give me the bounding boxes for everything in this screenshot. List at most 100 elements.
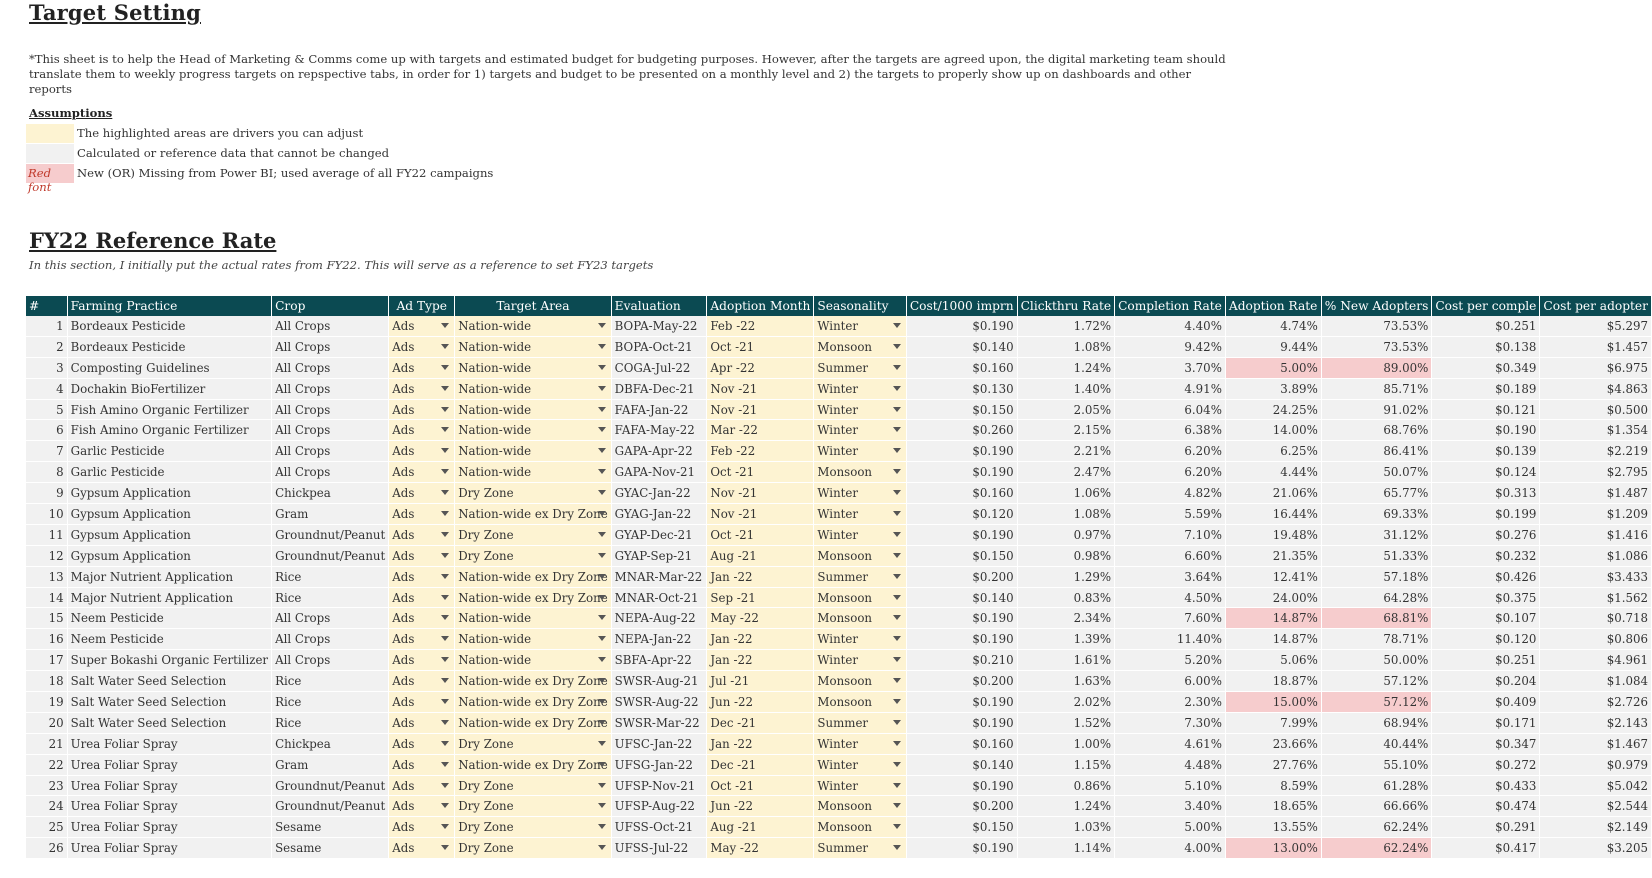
dropdown-arrow-icon[interactable]	[597, 615, 606, 621]
cell-cost-per-adopter[interactable]: $2.544	[1539, 795, 1652, 818]
cell-farming-practice[interactable]: Salt Water Seed Selection	[67, 691, 273, 713]
dropdown-arrow-icon[interactable]	[892, 845, 901, 851]
cell-completion-rate[interactable]: 7.10%	[1114, 524, 1226, 546]
cell-evaluation[interactable]: GYAG-Jan-22	[611, 503, 708, 525]
dropdown-arrow-icon[interactable]	[892, 719, 901, 725]
cell-adoption-rate[interactable]: 3.89%	[1225, 378, 1322, 400]
dropdown-arrow-icon[interactable]	[892, 552, 901, 558]
cell-cost-per-completion[interactable]: $0.139	[1431, 440, 1541, 463]
cell-clickthru-rate[interactable]: 1.14%	[1017, 837, 1116, 860]
cell-evaluation[interactable]: NEPA-Aug-22	[611, 607, 708, 630]
cell-cost-per-completion[interactable]: $0.189	[1431, 378, 1541, 400]
dropdown-arrow-icon[interactable]	[597, 761, 606, 767]
cell-crop[interactable]: All Crops	[271, 607, 390, 630]
cell-cost-per-completion[interactable]: $0.171	[1431, 712, 1541, 734]
cell-clickthru-rate[interactable]: 0.97%	[1017, 524, 1116, 546]
cell-adoption-month[interactable]: Sep -21	[706, 587, 815, 609]
cell-adoption-month[interactable]: Aug -21	[706, 816, 815, 839]
cell-cost-per-adopter[interactable]: $3.433	[1539, 566, 1652, 588]
cell-ad-type[interactable]: Ads	[388, 775, 456, 797]
cell-adoption-rate[interactable]: 8.59%	[1225, 775, 1322, 797]
cell-completion-rate[interactable]: 6.60%	[1114, 545, 1226, 567]
cell-clickthru-rate[interactable]: 1.06%	[1017, 482, 1116, 505]
header-evaluation[interactable]: Evaluation	[611, 296, 708, 316]
cell-new-adopters[interactable]: 57.12%	[1321, 670, 1433, 693]
cell-ad-type[interactable]: Ads	[388, 316, 456, 337]
cell-index[interactable]: 24	[26, 795, 68, 818]
cell-ad-type[interactable]: Ads	[388, 649, 456, 672]
cell-adoption-rate[interactable]: 23.66%	[1225, 733, 1322, 755]
cell-cost-per-adopter[interactable]: $0.806	[1539, 628, 1652, 651]
cell-index[interactable]: 23	[26, 775, 68, 797]
dropdown-arrow-icon[interactable]	[441, 594, 450, 600]
cell-target-area[interactable]: Nation-wide	[454, 419, 612, 442]
dropdown-arrow-icon[interactable]	[892, 573, 901, 579]
cell-adoption-rate[interactable]: 21.06%	[1225, 482, 1322, 505]
cell-cost-per-completion[interactable]: $0.199	[1431, 503, 1541, 525]
cell-adoption-month[interactable]: Oct -21	[706, 775, 815, 797]
cell-cost-per-1000[interactable]: $0.210	[906, 649, 1018, 672]
cell-seasonality[interactable]: Winter	[813, 524, 907, 546]
dropdown-arrow-icon[interactable]	[597, 469, 606, 475]
cell-seasonality[interactable]: Monsoon	[813, 795, 907, 818]
cell-cost-per-completion[interactable]: $0.417	[1431, 837, 1541, 860]
cell-target-area[interactable]: Dry Zone	[454, 524, 612, 546]
cell-cost-per-1000[interactable]: $0.190	[906, 461, 1018, 484]
cell-cost-per-completion[interactable]: $0.121	[1431, 399, 1541, 421]
cell-clickthru-rate[interactable]: 2.05%	[1017, 399, 1116, 421]
dropdown-arrow-icon[interactable]	[597, 364, 606, 370]
cell-ad-type[interactable]: Ads	[388, 795, 456, 818]
cell-evaluation[interactable]: UFSP-Nov-21	[611, 775, 708, 797]
dropdown-arrow-icon[interactable]	[892, 364, 901, 370]
cell-adoption-rate[interactable]: 4.74%	[1225, 316, 1322, 337]
cell-ad-type[interactable]: Ads	[388, 754, 456, 776]
cell-cost-per-completion[interactable]: $0.375	[1431, 587, 1541, 609]
cell-farming-practice[interactable]: Urea Foliar Spray	[67, 754, 273, 776]
cell-index[interactable]: 18	[26, 670, 68, 693]
cell-cost-per-1000[interactable]: $0.150	[906, 816, 1018, 839]
cell-completion-rate[interactable]: 3.64%	[1114, 566, 1226, 588]
cell-clickthru-rate[interactable]: 1.72%	[1017, 316, 1116, 337]
cell-adoption-month[interactable]: Mar -22	[706, 419, 815, 442]
cell-new-adopters[interactable]: 73.53%	[1321, 336, 1433, 358]
dropdown-arrow-icon[interactable]	[892, 594, 901, 600]
cell-clickthru-rate[interactable]: 2.34%	[1017, 607, 1116, 630]
cell-seasonality[interactable]: Winter	[813, 733, 907, 755]
cell-farming-practice[interactable]: Garlic Pesticide	[67, 440, 273, 463]
cell-crop[interactable]: Groundnut/Peanut	[271, 795, 390, 818]
cell-adoption-rate[interactable]: 13.00%	[1225, 837, 1322, 860]
cell-seasonality[interactable]: Winter	[813, 649, 907, 672]
cell-farming-practice[interactable]: Major Nutrient Application	[67, 566, 273, 588]
cell-index[interactable]: 2	[26, 336, 68, 358]
cell-adoption-rate[interactable]: 18.65%	[1225, 795, 1322, 818]
cell-adoption-month[interactable]: Feb -22	[706, 440, 815, 463]
cell-clickthru-rate[interactable]: 2.02%	[1017, 691, 1116, 713]
cell-adoption-month[interactable]: May -22	[706, 837, 815, 860]
cell-evaluation[interactable]: MNAR-Oct-21	[611, 587, 708, 609]
cell-crop[interactable]: All Crops	[271, 316, 390, 337]
cell-index[interactable]: 10	[26, 503, 68, 525]
dropdown-arrow-icon[interactable]	[892, 803, 901, 809]
cell-cost-per-completion[interactable]: $0.138	[1431, 336, 1541, 358]
cell-clickthru-rate[interactable]: 1.08%	[1017, 336, 1116, 358]
dropdown-arrow-icon[interactable]	[441, 448, 450, 454]
cell-clickthru-rate[interactable]: 1.00%	[1017, 733, 1116, 755]
cell-cost-per-adopter[interactable]: $4.961	[1539, 649, 1652, 672]
dropdown-arrow-icon[interactable]	[892, 385, 901, 391]
cell-cost-per-adopter[interactable]: $2.726	[1539, 691, 1652, 713]
cell-cost-per-1000[interactable]: $0.190	[906, 691, 1018, 713]
header-cost-per-completion[interactable]: Cost per comple	[1431, 296, 1541, 316]
cell-completion-rate[interactable]: 3.40%	[1114, 795, 1226, 818]
cell-evaluation[interactable]: BOPA-May-22	[611, 316, 708, 337]
cell-seasonality[interactable]: Summer	[813, 357, 907, 379]
cell-cost-per-1000[interactable]: $0.200	[906, 795, 1018, 818]
cell-cost-per-completion[interactable]: $0.276	[1431, 524, 1541, 546]
header-adoption-rate[interactable]: Adoption Rate	[1225, 296, 1322, 316]
cell-clickthru-rate[interactable]: 2.15%	[1017, 419, 1116, 442]
cell-ad-type[interactable]: Ads	[388, 524, 456, 546]
cell-clickthru-rate[interactable]: 1.15%	[1017, 754, 1116, 776]
dropdown-arrow-icon[interactable]	[597, 385, 606, 391]
dropdown-arrow-icon[interactable]	[597, 699, 606, 705]
cell-new-adopters[interactable]: 69.33%	[1321, 503, 1433, 525]
cell-ad-type[interactable]: Ads	[388, 670, 456, 693]
